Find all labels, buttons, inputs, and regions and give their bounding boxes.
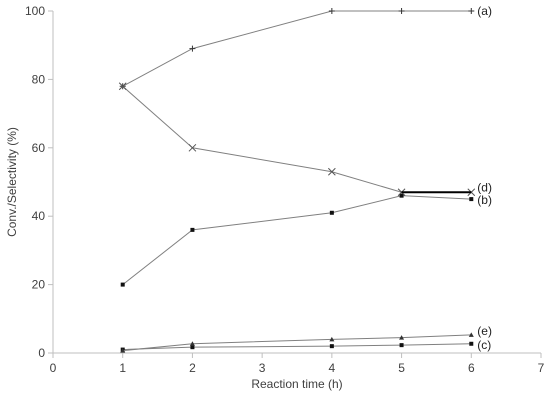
data-point: [397, 188, 406, 197]
data-point: [467, 188, 476, 197]
x-tick-label: 7: [538, 361, 545, 375]
y-tick-label: 0: [38, 346, 45, 360]
series-label: (b): [477, 193, 492, 207]
data-point: [188, 143, 197, 152]
series-line: [122, 10, 472, 87]
data-point: [120, 282, 125, 287]
y-tick-label: 20: [32, 278, 46, 292]
data-point: [190, 345, 195, 350]
data-point: [469, 197, 474, 202]
x-tick-label: 4: [329, 361, 336, 375]
series-label: (d): [477, 180, 492, 194]
data-point: [189, 45, 196, 52]
x-tick-label: 5: [398, 361, 405, 375]
y-tick-label: 40: [32, 209, 46, 223]
series-b: [120, 193, 474, 287]
data-point: [399, 335, 405, 340]
series-line: [122, 343, 472, 351]
series-c: [120, 341, 474, 352]
x-axis-title: Reaction time (h): [251, 377, 342, 391]
series-label: (a): [477, 4, 492, 18]
data-point: [399, 193, 404, 198]
series-line: [122, 195, 472, 285]
data-point: [468, 332, 474, 337]
series-a: [119, 8, 475, 90]
data-point: [468, 8, 475, 14]
data-point: [190, 227, 195, 232]
data-point: [189, 341, 195, 346]
series-labels-layer: (a) (b) (c) (d) (e): [477, 4, 492, 352]
data-point: [399, 343, 404, 348]
axes: 0 1 2 3 4 5 6 7 0 20 40 60 80 100: [25, 4, 545, 375]
data-point: [329, 336, 335, 342]
x-tick-label: 1: [119, 361, 126, 375]
series-line: [122, 85, 472, 193]
data-point: [398, 8, 405, 14]
y-tick-label: 80: [32, 72, 46, 86]
data-point: [329, 210, 334, 215]
x-tick-label: 2: [189, 361, 196, 375]
x-tick-label: 3: [259, 361, 266, 375]
data-point: [328, 167, 336, 176]
series-label: (e): [477, 324, 492, 338]
data-point: [469, 341, 474, 346]
series-d: [118, 82, 476, 197]
y-tick-label: 100: [25, 4, 45, 18]
data-point: [120, 348, 126, 353]
data-point: [329, 344, 334, 349]
x-tick-label: 0: [50, 361, 57, 375]
y-tick-label: 60: [32, 141, 46, 155]
data-point: [328, 8, 335, 14]
series-e: [120, 332, 474, 353]
series-label: (c): [477, 338, 491, 352]
series-layer: [118, 8, 476, 353]
data-point: [118, 82, 127, 91]
x-tick-label: 6: [468, 361, 475, 375]
y-axis-title: Conv./Selectivity (%): [5, 127, 19, 237]
